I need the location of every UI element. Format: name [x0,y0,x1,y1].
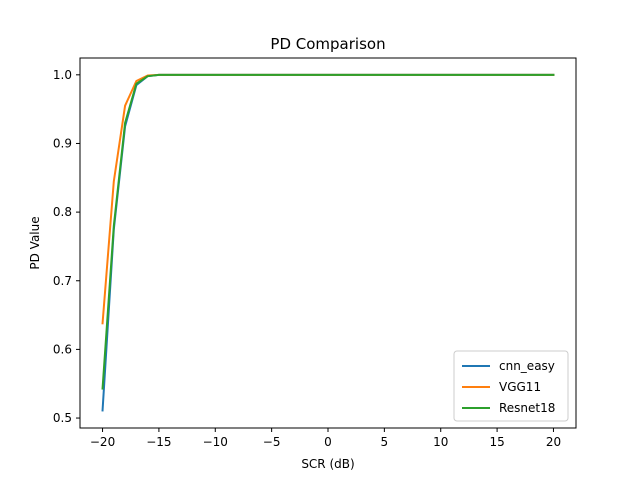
y-tick-label: 0.9 [53,136,72,150]
plot-area [79,57,577,429]
x-tick-label: −15 [146,435,171,449]
x-tick-label: 10 [433,435,448,449]
x-tick-label: 0 [324,435,332,449]
x-tick-label: 15 [489,435,504,449]
y-tick-label: 0.6 [53,342,72,356]
y-axis-label: PD Value [28,216,42,269]
x-axis-label: SCR (dB) [301,457,354,471]
legend-label-resnet18: Resnet18 [499,401,555,415]
x-axis: −20 −15 −10 −5 0 5 10 15 20 [90,428,561,449]
y-axis: 0.5 0.6 0.7 0.8 0.9 1.0 [53,68,80,425]
legend-label-vgg11: VGG11 [499,380,541,394]
legend-label-cnn-easy: cnn_easy [499,359,555,373]
chart-title: PD Comparison [270,35,385,53]
x-tick-label: −10 [203,435,228,449]
series-line-resnet18 [101,73,555,390]
x-tick-label: −5 [263,435,281,449]
legend: cnn_easy VGG11 Resnet18 [453,350,569,422]
x-tick-label: 5 [381,435,389,449]
y-tick-label: 0.8 [53,205,72,219]
x-tick-label: 20 [546,435,561,449]
legend-box [453,350,569,422]
y-tick-label: 0.5 [53,411,72,425]
x-tick-label: −20 [90,435,115,449]
y-tick-label: 0.7 [53,274,72,288]
y-tick-label: 1.0 [53,68,72,82]
